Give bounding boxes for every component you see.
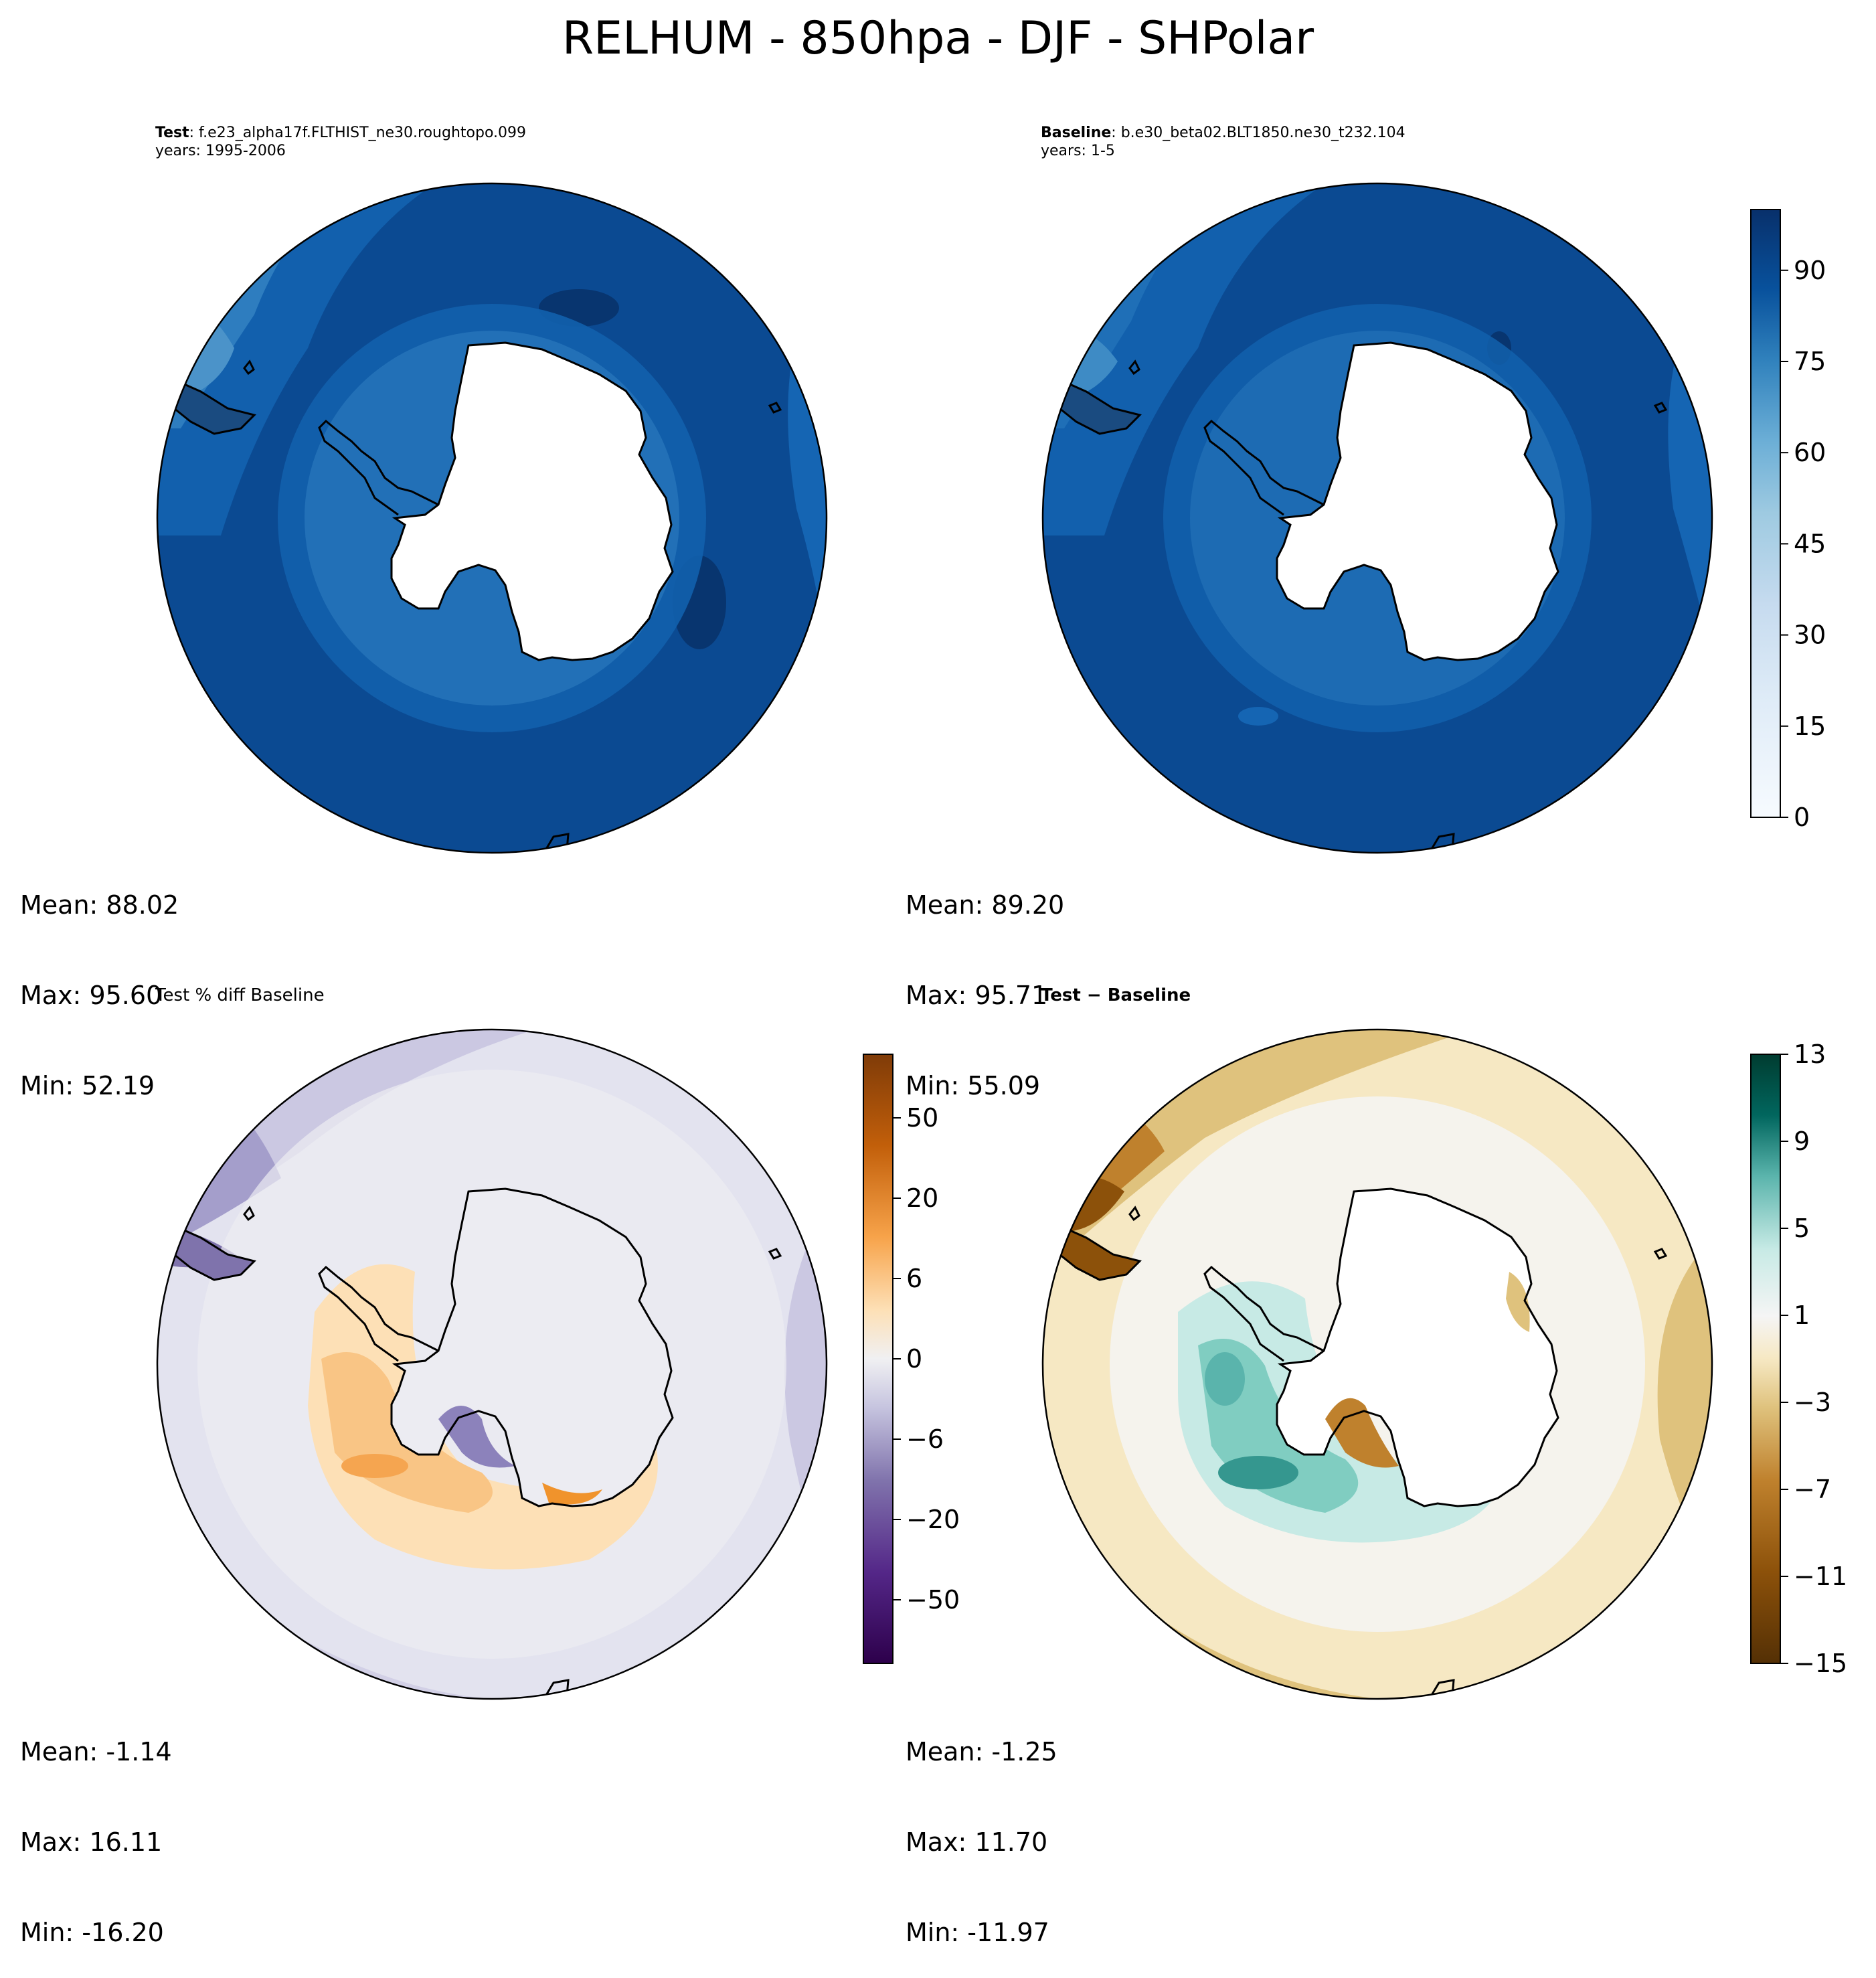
diff-max: Max: 11.70	[906, 1827, 1048, 1857]
diff-mean: Mean: -1.25	[906, 1737, 1057, 1766]
baseline-case-name: : b.e30_beta02.BLT1850.ne30_t232.104	[1111, 125, 1405, 141]
baseline-panel-header: Baseline: b.e30_beta02.BLT1850.ne30_t232…	[1041, 124, 1405, 160]
baseline-label: Baseline	[1041, 125, 1112, 141]
test-stats: Mean: 88.02 Max: 95.60 Min: 52.19	[20, 830, 179, 1131]
baseline-min: Min: 55.09	[906, 1071, 1041, 1100]
colorbar-tick-label: −11	[1794, 1562, 1847, 1591]
colorbar-tick-label: 20	[906, 1183, 938, 1213]
baseline-stats: Mean: 89.20 Max: 95.71 Min: 55.09	[906, 830, 1064, 1131]
blues-colorbar: 0 15 30 45 60 75 90	[1750, 209, 1826, 832]
colorbar-tick-label: 6	[906, 1264, 922, 1293]
colorbar-tick-label: 50	[906, 1103, 938, 1133]
colorbar-tick-label: 90	[1794, 256, 1826, 285]
test-case-name: : f.e23_alpha17f.FLTHIST_ne30.roughtopo.…	[189, 125, 527, 141]
test-panel-header: Test: f.e23_alpha17f.FLTHIST_ne30.rought…	[155, 124, 526, 160]
baseline-years: years: 1-5	[1041, 143, 1115, 159]
colorbar-tick-label: 75	[1794, 347, 1826, 376]
colorbar-tick-label: 45	[1794, 529, 1826, 558]
colorbar-tick-label: 9	[1794, 1127, 1810, 1156]
figure-title: RELHUM - 850hpa - DJF - SHPolar	[562, 12, 1314, 65]
colorbar-tick-label: 15	[1794, 712, 1826, 741]
colorbar-tick-label: −3	[1794, 1388, 1831, 1417]
diff-title: Test − Baseline	[1041, 985, 1191, 1005]
baseline-max: Max: 95.71	[906, 981, 1048, 1010]
pct-diff-min: Min: -16.20	[20, 1918, 164, 1947]
colorbar-tick-label: 5	[1794, 1214, 1810, 1243]
colorbar-tick-label: 0	[1794, 803, 1810, 832]
baseline-mean: Mean: 89.20	[906, 890, 1065, 920]
pct-diff-stats: Mean: -1.14 Max: 16.11 Min: -16.20	[20, 1677, 172, 1978]
test-years: years: 1995-2006	[155, 143, 286, 159]
diff-map	[1041, 1028, 1713, 1700]
colorbar-tick-label: −20	[906, 1505, 960, 1534]
colorbar-tick-label: 1	[1794, 1301, 1810, 1330]
test-max: Max: 95.60	[20, 981, 163, 1010]
test-map	[156, 182, 828, 854]
test-mean: Mean: 88.02	[20, 890, 179, 920]
colorbar-tick-label: 0	[906, 1344, 922, 1374]
blues-colorbar-ticks: 0 15 30 45 60 75 90	[1780, 256, 1826, 832]
test-min: Min: 52.19	[20, 1071, 155, 1100]
diff-min: Min: -11.97	[906, 1918, 1049, 1947]
pct-diff-mean: Mean: -1.14	[20, 1737, 172, 1766]
puor-colorbar-ticks: −50 −20 −6 0 6 20 50	[893, 1103, 960, 1615]
colorbar-tick-label: −15	[1794, 1649, 1847, 1678]
colorbar-tick-label: −50	[906, 1585, 960, 1615]
pct-diff-max: Max: 16.11	[20, 1827, 163, 1857]
colorbar-tick-label: 13	[1794, 1040, 1826, 1069]
colorbar-tick-label: 30	[1794, 621, 1826, 650]
puor-colorbar: −50 −20 −6 0 6 20 50	[863, 1054, 960, 1664]
colorbar-tick-label: 60	[1794, 438, 1826, 467]
brbg-colorbar: −15 −11 −7 −3 1 5 9 13	[1750, 1040, 1847, 1678]
brbg-colorbar-ticks: −15 −11 −7 −3 1 5 9 13	[1780, 1040, 1847, 1678]
colorbar-tick-label: −7	[1794, 1475, 1831, 1504]
test-label: Test	[155, 125, 189, 141]
pct-diff-title: Test % diff Baseline	[155, 985, 325, 1005]
colorbar-tick-label: −6	[906, 1424, 944, 1454]
diff-stats: Mean: -1.25 Max: 11.70 Min: -11.97	[906, 1677, 1057, 1978]
baseline-map	[1041, 182, 1713, 854]
pct-diff-map	[156, 1028, 828, 1700]
